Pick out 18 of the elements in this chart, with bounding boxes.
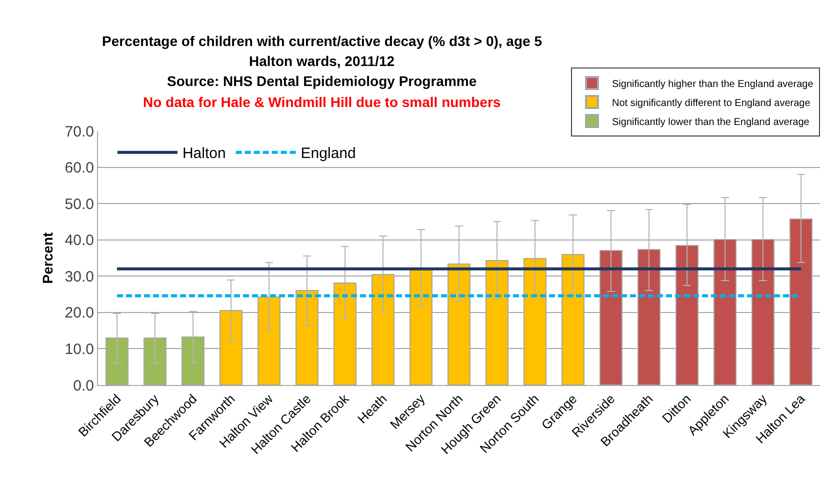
legend-label: Not significantly different to England average	[612, 98, 811, 109]
text: No data for Hale & Windmill Hill due to small numbers	[143, 94, 501, 110]
y-tick-label: 60.0	[64, 160, 94, 177]
y-tick-label: 50.0	[64, 196, 94, 213]
y-axis-title: Percent	[39, 232, 56, 284]
legend-label: Significantly higher than the England average	[612, 78, 814, 90]
chart-title: Percentage of children with current/active decay (% d3t > 0), age 5	[102, 33, 542, 49]
y-tick-label: 30.0	[64, 268, 94, 286]
y-tick-label: 40.0	[64, 232, 94, 250]
legend-label: Significantly lower than the England average	[612, 116, 810, 128]
source-note: Source: NHS Dental Epidemiology Programme	[167, 73, 477, 89]
y-tick-label: 10.0	[64, 340, 94, 358]
y-tick-label: 0.0	[73, 377, 94, 394]
chart-subtitle: Halton wards, 2011/12	[249, 53, 395, 69]
legend-label: England	[300, 145, 356, 162]
y-tick-label: 70.0	[64, 123, 94, 140]
y-tick-label: 20.0	[64, 304, 94, 322]
legend-label: Halton	[182, 145, 226, 162]
